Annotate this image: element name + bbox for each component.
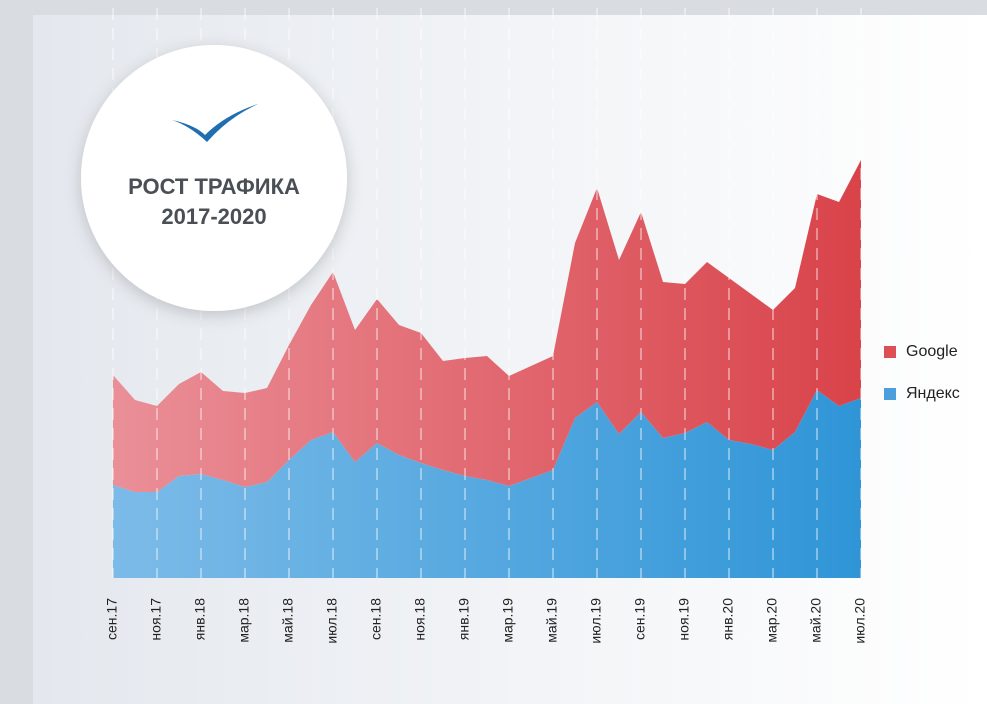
x-tick-label: июл.18 [324,598,340,644]
x-tick-label: май.19 [544,598,560,643]
legend-swatch [884,346,896,358]
x-tick-label: ноя.19 [676,598,692,641]
x-tick-label: июл.20 [852,598,868,644]
x-tick-label: сен.17 [104,598,120,640]
x-tick-label: янв.18 [192,598,208,640]
x-tick-label: янв.19 [456,598,472,640]
x-tick-label: янв.20 [720,598,736,640]
area [113,390,861,578]
x-tick-label: май.20 [808,598,824,643]
x-tick-label: мар.20 [764,598,780,643]
x-tick-label: ноя.17 [148,598,164,641]
area [113,160,861,492]
badge [81,45,347,311]
legend-swatch [884,388,896,400]
x-tick-label: май.18 [280,598,296,643]
legend-label: Google [906,343,958,360]
logo [172,104,258,142]
x-tick-label: июл.19 [588,598,604,644]
x-tick-label: сен.18 [368,598,384,640]
chart-subtitle: 2017-2020 [161,204,266,229]
x-tick-label: ноя.18 [412,598,428,641]
chart-title: РОСТ ТРАФИКА [128,174,300,199]
x-tick-label: сен.19 [632,598,648,640]
x-tick-label: мар.18 [236,598,252,643]
x-tick-label: мар.19 [500,598,516,643]
legend-label: Яндекс [906,385,960,402]
